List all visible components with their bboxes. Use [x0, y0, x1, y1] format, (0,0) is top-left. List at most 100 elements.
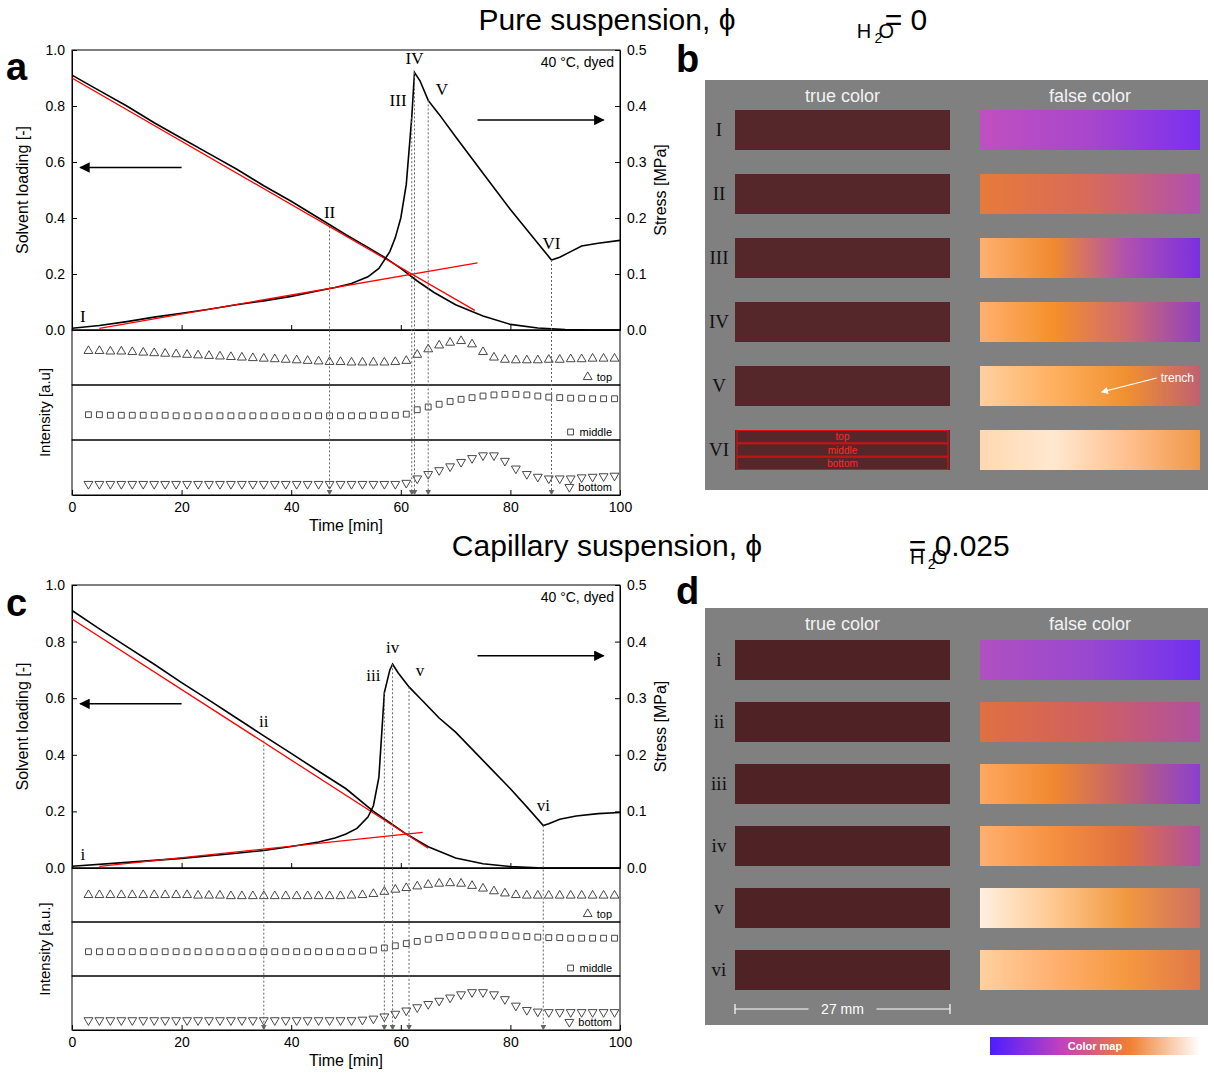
data-point — [250, 949, 256, 955]
time-marker — [329, 226, 330, 495]
data-point — [140, 412, 146, 418]
data-point — [369, 481, 378, 489]
data-point — [162, 412, 168, 418]
false-color-image — [980, 110, 1200, 150]
data-point — [500, 458, 509, 466]
tick: 20 — [174, 1025, 190, 1050]
data-point — [513, 391, 519, 397]
data-point — [413, 1005, 422, 1013]
data-point — [347, 481, 356, 489]
data-point — [491, 932, 497, 938]
axis: 0.00.10.20.30.40.5 — [615, 577, 647, 876]
data-point — [96, 412, 102, 418]
tick-mark — [620, 1025, 621, 1030]
legend-label: middle — [580, 962, 612, 974]
data-point — [270, 481, 279, 489]
true-color-image — [735, 110, 950, 150]
tick-label: 0.4 — [627, 98, 647, 114]
tick-mark — [401, 490, 402, 495]
series-line — [99, 832, 422, 866]
plot-frame — [72, 585, 620, 868]
stage-label: vi — [537, 796, 551, 815]
data-point — [107, 949, 113, 955]
data-point — [172, 349, 181, 357]
data-point — [305, 413, 311, 419]
data-point — [380, 357, 389, 365]
data-point — [599, 353, 608, 361]
data-point — [184, 413, 190, 419]
data-point — [544, 890, 553, 898]
tick-label: 0.6 — [46, 690, 66, 706]
data-point — [117, 346, 126, 354]
data-point — [107, 412, 113, 418]
data-point — [150, 481, 159, 489]
data-point — [259, 353, 268, 361]
tick-label: 0.0 — [627, 860, 647, 876]
scale-bar-patch — [809, 1000, 877, 1018]
time-marker — [551, 260, 552, 495]
axis-line — [72, 586, 73, 869]
axis: 0.00.10.20.30.40.5 — [615, 42, 647, 338]
data-point — [577, 890, 586, 898]
data-point — [106, 1018, 115, 1026]
data-point — [205, 351, 214, 359]
data-point — [469, 932, 475, 938]
tick-mark — [291, 490, 292, 495]
data-point — [84, 890, 93, 898]
data-point — [349, 413, 355, 419]
data-point — [502, 933, 508, 939]
data-point — [237, 891, 246, 899]
data-point — [314, 481, 323, 489]
marker-lines — [264, 664, 543, 1030]
tick-mark — [72, 274, 77, 275]
tick-label: 0 — [69, 1034, 77, 1050]
data-point — [172, 1018, 181, 1026]
annotation: 40 °C, dyed — [541, 589, 614, 605]
tick-mark — [72, 106, 77, 107]
axis-arrow — [478, 655, 604, 657]
data-point — [183, 890, 192, 898]
data-point — [612, 935, 618, 941]
data-point — [610, 353, 619, 361]
tick-label: 0.3 — [627, 690, 647, 706]
tick: 40 — [284, 1025, 300, 1050]
series-points — [84, 990, 619, 1026]
data-point — [380, 481, 389, 489]
axis-line — [73, 868, 621, 869]
tick-mark — [291, 863, 292, 868]
data-point — [303, 356, 312, 364]
data-point — [447, 399, 453, 405]
data-point — [226, 352, 235, 360]
tick-mark — [72, 868, 77, 869]
data-point — [195, 949, 201, 955]
data-point — [479, 453, 488, 461]
series-group — [72, 72, 620, 330]
tick: 0.2 — [615, 210, 647, 226]
tick-label: 20 — [174, 499, 190, 515]
tick-mark — [510, 1025, 511, 1030]
data-point — [566, 1010, 575, 1018]
data-point — [566, 890, 575, 898]
data-point — [216, 1018, 225, 1026]
tick-label: 100 — [609, 1034, 633, 1050]
tick-label: 0.8 — [46, 98, 66, 114]
title-part: Capillary suspension, ϕ — [452, 529, 762, 562]
tick: 0 — [69, 490, 77, 515]
tick: 0.0 — [46, 860, 77, 876]
data-point — [358, 890, 367, 898]
data-point — [314, 1018, 323, 1026]
data-point — [128, 481, 137, 489]
data-point — [347, 1018, 356, 1026]
data-point — [161, 1018, 170, 1026]
data-point — [447, 934, 453, 940]
false-color-image — [980, 640, 1200, 680]
axis-title: Stress [MPa] — [652, 681, 669, 773]
panel-letter: d — [676, 570, 699, 612]
data-point — [436, 935, 442, 941]
tick-label: 80 — [503, 1034, 519, 1050]
data-point — [610, 890, 619, 898]
tick-mark — [182, 863, 183, 868]
tick-mark — [72, 218, 77, 219]
data-point — [555, 1010, 564, 1018]
color-map — [990, 1037, 1200, 1055]
